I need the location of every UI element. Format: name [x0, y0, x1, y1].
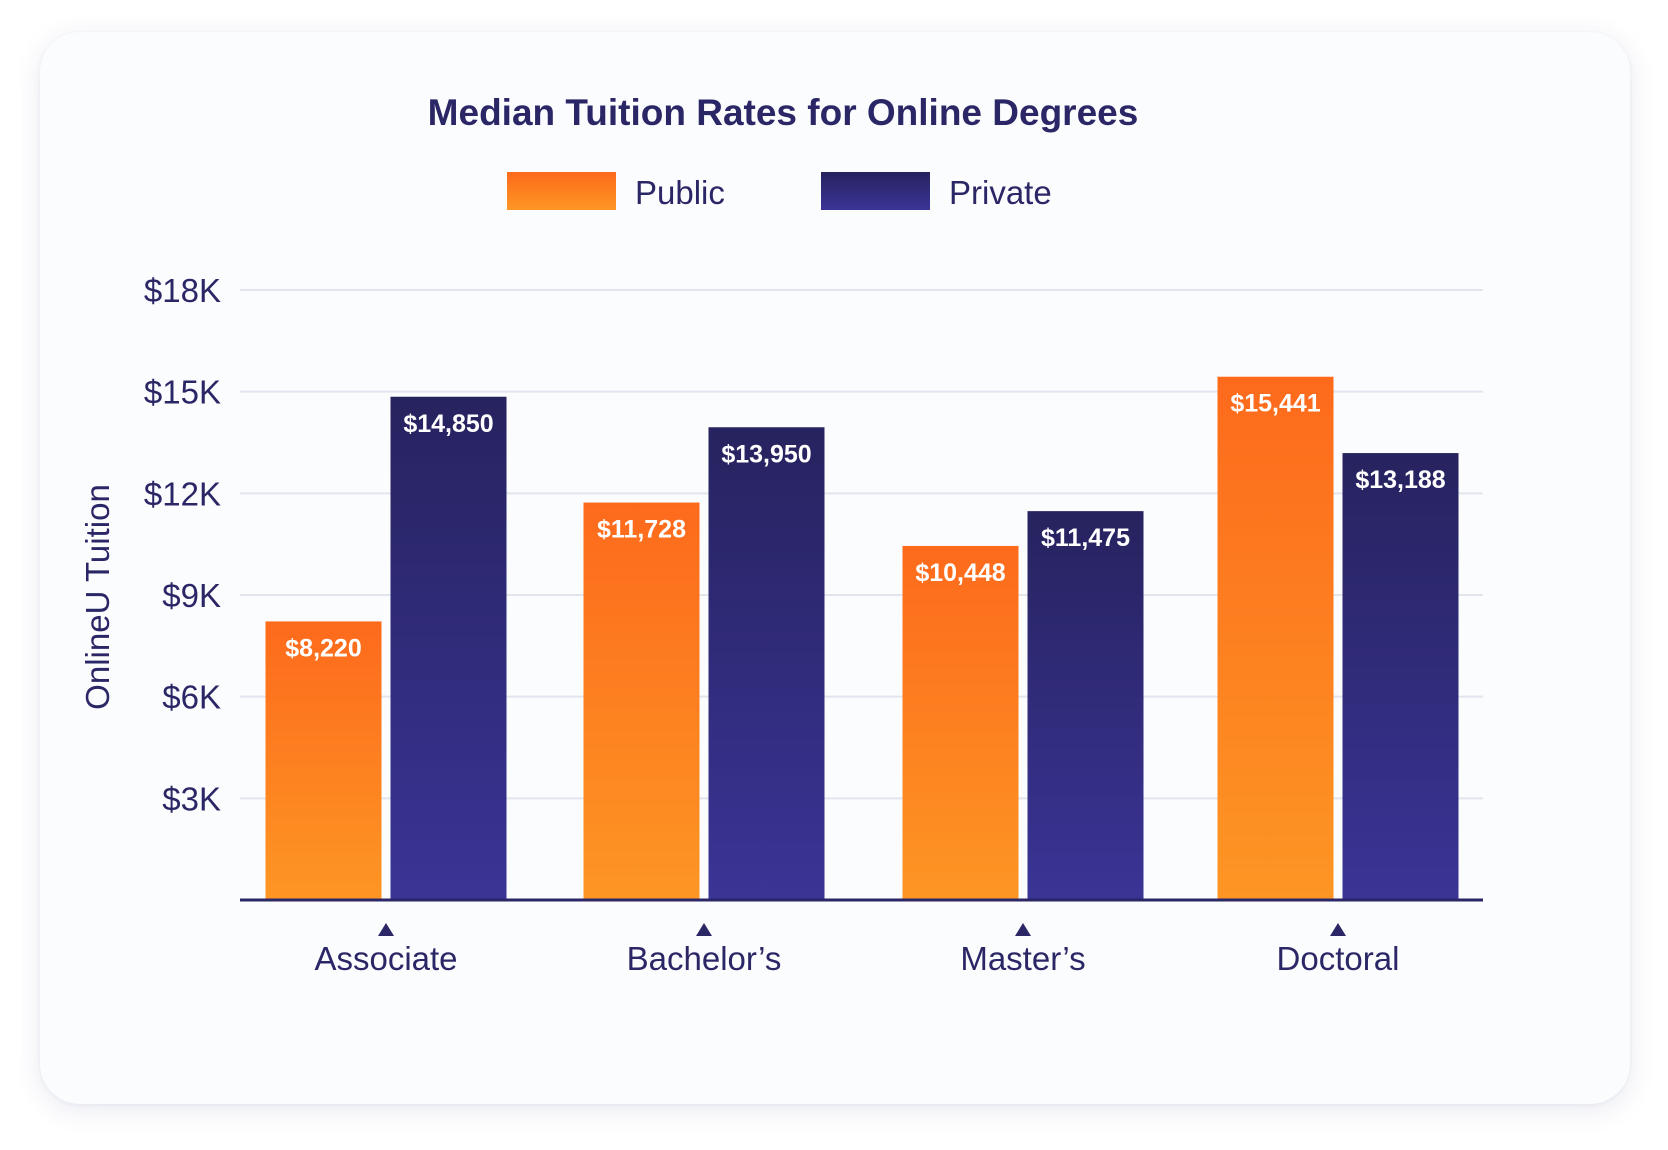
bar-private: [390, 396, 507, 900]
bar-value-label: $11,728: [597, 516, 686, 544]
legend-label-public: Public: [635, 174, 725, 211]
bar-value-label: $10,448: [915, 559, 1005, 587]
triangle-marker-icon: [696, 923, 712, 936]
bar-value-label: $14,850: [403, 410, 493, 438]
y-tick-label: $9K: [162, 577, 221, 614]
legend-swatch-public: [507, 172, 616, 210]
y-tick-label: $15K: [144, 374, 221, 411]
y-axis-ticks: $3K $6K $9K $12K $15K $18K: [144, 272, 221, 817]
bar-chart: Median Tuition Rates for Online Degrees …: [79, 92, 1483, 977]
chart-card: Median Tuition Rates for Online Degrees …: [40, 32, 1630, 1104]
bar-public: [1217, 376, 1334, 900]
x-category-label: Master’s: [960, 940, 1085, 977]
bar-value-label: $8,220: [285, 634, 361, 662]
chart-title: Median Tuition Rates for Online Degrees: [428, 92, 1139, 133]
y-axis-title: OnlineU Tuition: [79, 484, 116, 710]
bar-value-label: $11,475: [1041, 524, 1130, 552]
y-tick-label: $6K: [162, 679, 221, 716]
bars: [265, 376, 1459, 900]
y-tick-label: $3K: [162, 780, 221, 817]
bar-value-label: $13,188: [1355, 466, 1445, 494]
legend-label-private: Private: [949, 174, 1052, 211]
legend: Public Private: [507, 172, 1052, 211]
x-category-label: Associate: [314, 940, 457, 977]
x-axis-categories: Associate Bachelor’s Master’s Doctoral: [314, 923, 1399, 977]
x-category-label: Bachelor’s: [627, 940, 782, 977]
bar-public: [265, 621, 382, 900]
bar-private: [708, 427, 825, 900]
triangle-marker-icon: [378, 923, 394, 936]
y-tick-label: $12K: [144, 475, 221, 512]
bar-public: [902, 545, 1019, 900]
bar-public: [583, 502, 700, 900]
y-tick-label: $18K: [144, 272, 221, 309]
bar-value-label: $13,950: [721, 440, 811, 468]
legend-swatch-private: [821, 172, 930, 210]
x-category-label: Doctoral: [1277, 940, 1400, 977]
bar-private: [1342, 453, 1459, 900]
bar-value-label: $15,441: [1230, 390, 1320, 418]
triangle-marker-icon: [1015, 923, 1031, 936]
bar-value-labels: $8,220 $14,850 $11,728 $13,950 $10,448 $11,47…: [285, 390, 1446, 663]
triangle-marker-icon: [1330, 923, 1346, 936]
bar-private: [1027, 511, 1144, 900]
